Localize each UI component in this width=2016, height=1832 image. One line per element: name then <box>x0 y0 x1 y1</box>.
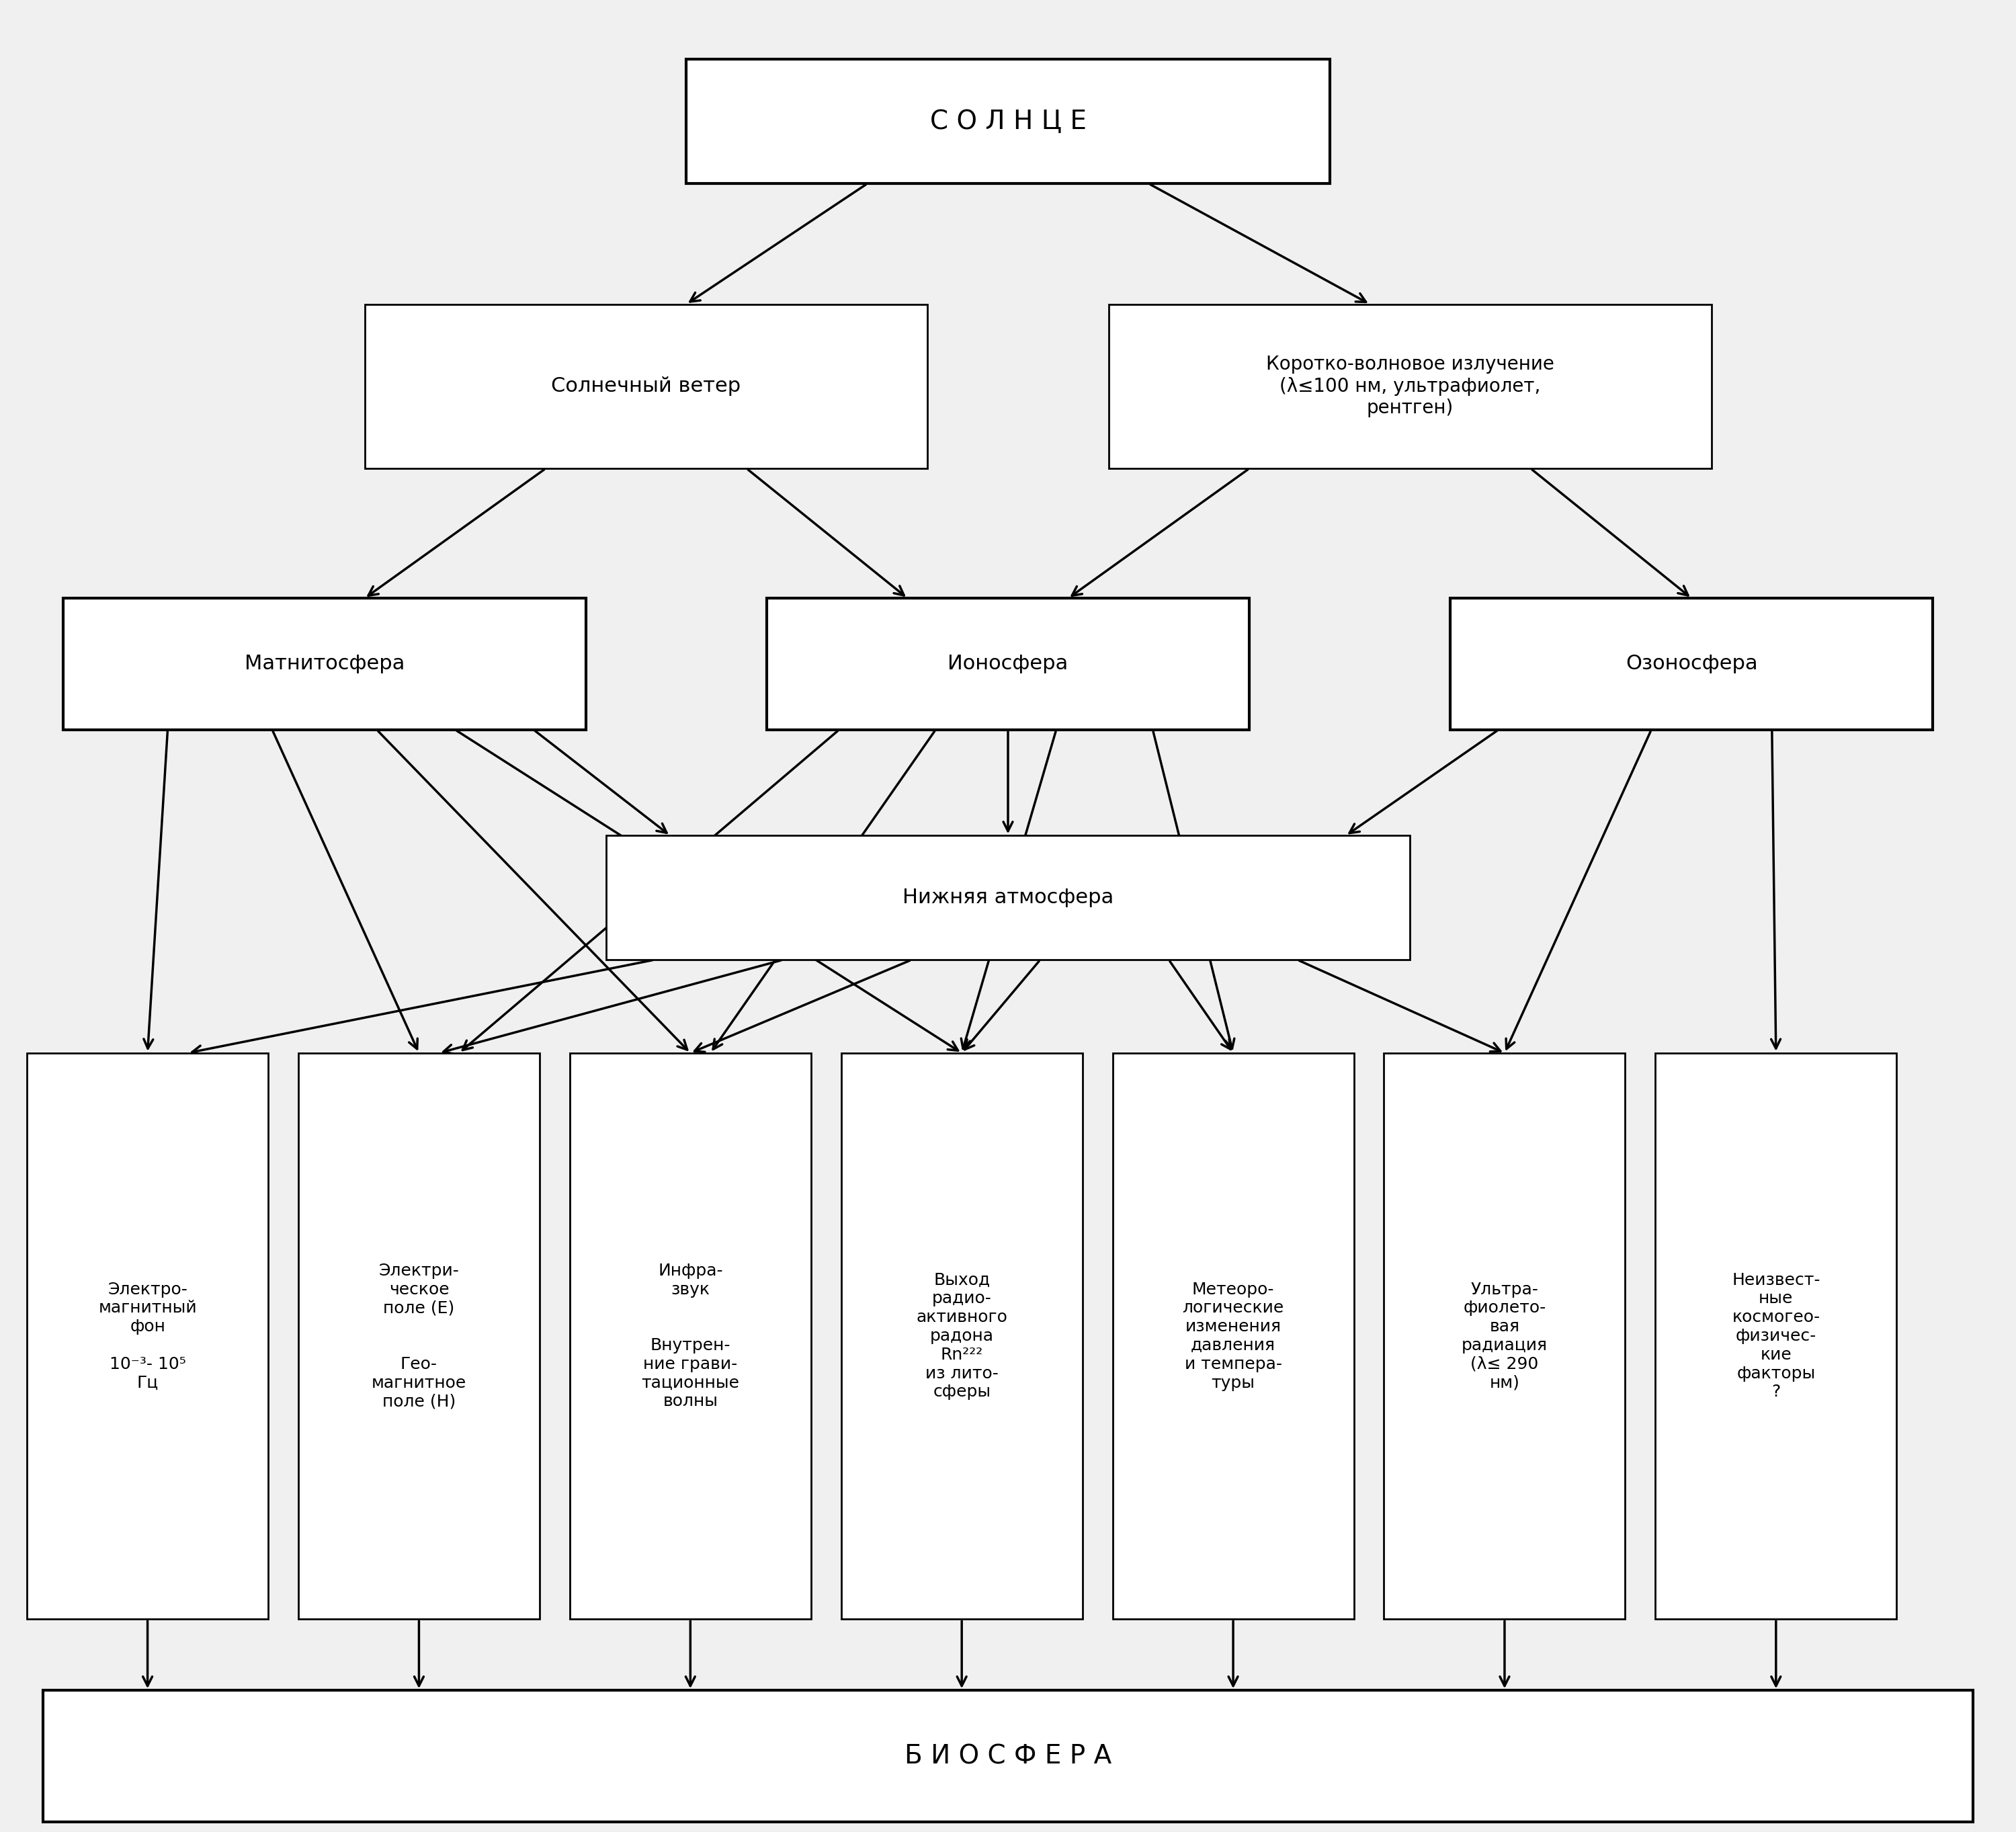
Text: Выход
радио-
активного
радона
Rn²²²
из лито-
сферы: Выход радио- активного радона Rn²²² из л… <box>915 1271 1008 1400</box>
FancyBboxPatch shape <box>766 599 1250 729</box>
FancyBboxPatch shape <box>685 59 1331 183</box>
Text: Неизвест-
ные
космогео-
физичес-
кие
факторы
?: Неизвест- ные космогео- физичес- кие фак… <box>1732 1271 1820 1400</box>
FancyBboxPatch shape <box>298 1053 540 1619</box>
Text: Ультра-
фиолето-
вая
радиация
(λ≤ 290
нм): Ультра- фиолето- вая радиация (λ≤ 290 нм… <box>1462 1281 1548 1390</box>
FancyBboxPatch shape <box>571 1053 810 1619</box>
FancyBboxPatch shape <box>1655 1053 1897 1619</box>
Text: Матнитосфера: Матнитосфера <box>244 654 405 674</box>
Text: С О Л Н Ц Е: С О Л Н Ц Е <box>929 108 1087 134</box>
Text: Ионосфера: Ионосфера <box>948 654 1068 674</box>
Text: Электри-
ческое
поле (Е)


Гео-
магнитное
поле (Н): Электри- ческое поле (Е) Гео- магнитное … <box>371 1262 466 1409</box>
Text: Метеоро-
логические
изменения
давления
и темпера-
туры: Метеоро- логические изменения давления и… <box>1181 1281 1284 1390</box>
FancyBboxPatch shape <box>62 599 587 729</box>
Text: Коротко-волновое излучение
(λ≤100 нм, ультрафиолет,
рентген): Коротко-волновое излучение (λ≤100 нм, ул… <box>1266 355 1554 418</box>
FancyBboxPatch shape <box>607 835 1409 960</box>
FancyBboxPatch shape <box>1113 1053 1355 1619</box>
Text: Б И О С Ф Е Р А: Б И О С Ф Е Р А <box>905 1744 1111 1770</box>
Text: Озоносфера: Озоносфера <box>1625 654 1758 674</box>
FancyBboxPatch shape <box>1383 1053 1625 1619</box>
FancyBboxPatch shape <box>1450 599 1933 729</box>
FancyBboxPatch shape <box>1109 304 1712 469</box>
FancyBboxPatch shape <box>42 1691 1974 1821</box>
Text: Нижняя атмосфера: Нижняя атмосфера <box>903 889 1113 907</box>
FancyBboxPatch shape <box>841 1053 1083 1619</box>
Text: Солнечный ветер: Солнечный ветер <box>550 377 742 396</box>
FancyBboxPatch shape <box>365 304 927 469</box>
Text: Электро-
магнитный
фон

10⁻³- 10⁵
Гц: Электро- магнитный фон 10⁻³- 10⁵ Гц <box>99 1281 198 1390</box>
FancyBboxPatch shape <box>26 1053 268 1619</box>
Text: Инфра-
звук


Внутрен-
ние грави-
тационные
волны: Инфра- звук Внутрен- ние грави- тационны… <box>641 1262 740 1409</box>
